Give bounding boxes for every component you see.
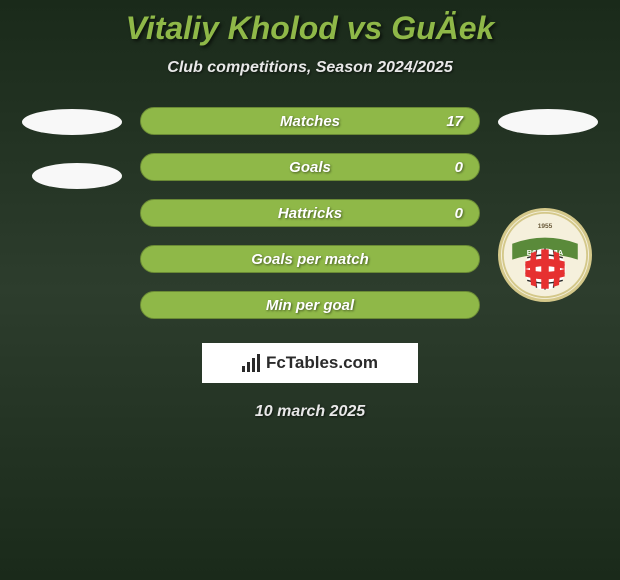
placeholder-ellipse	[22, 109, 122, 135]
stat-value: 0	[455, 159, 463, 176]
club-logo-vorskla: 1955 ВОРСКЛА	[498, 208, 592, 302]
stat-value: 0	[455, 205, 463, 222]
date-text: 10 march 2025	[0, 403, 620, 421]
stat-bar-min-per-goal: Min per goal	[140, 291, 480, 319]
left-player-column	[22, 107, 122, 189]
stat-label: Goals	[289, 159, 331, 176]
chart-icon	[242, 354, 260, 372]
season-subtitle: Club competitions, Season 2024/2025	[0, 59, 620, 77]
right-player-column: 1955 ВОРСКЛА	[498, 107, 598, 302]
banner-text: FcTables.com	[266, 353, 378, 373]
stat-bar-goals: Goals 0	[140, 153, 480, 181]
svg-text:1955: 1955	[538, 223, 553, 230]
stat-label: Goals per match	[251, 251, 369, 268]
comparison-title: Vitaliy Kholod vs GuÄek	[0, 10, 620, 47]
stat-label: Hattricks	[278, 205, 342, 222]
stats-bars-column: Matches 17 Goals 0 Hattricks 0 Goals per…	[140, 107, 480, 319]
stat-bar-matches: Matches 17	[140, 107, 480, 135]
placeholder-ellipse	[498, 109, 598, 135]
stat-bar-goals-per-match: Goals per match	[140, 245, 480, 273]
stat-label: Matches	[280, 113, 340, 130]
stats-area: Matches 17 Goals 0 Hattricks 0 Goals per…	[0, 107, 620, 319]
placeholder-ellipse	[32, 163, 122, 189]
comparison-widget: Vitaliy Kholod vs GuÄek Club competition…	[0, 0, 620, 431]
stat-label: Min per goal	[266, 297, 354, 314]
stat-value: 17	[446, 113, 463, 130]
stat-bar-hattricks: Hattricks 0	[140, 199, 480, 227]
vorskla-badge-icon: 1955 ВОРСКЛА	[501, 208, 589, 302]
fctables-banner[interactable]: FcTables.com	[202, 343, 418, 383]
